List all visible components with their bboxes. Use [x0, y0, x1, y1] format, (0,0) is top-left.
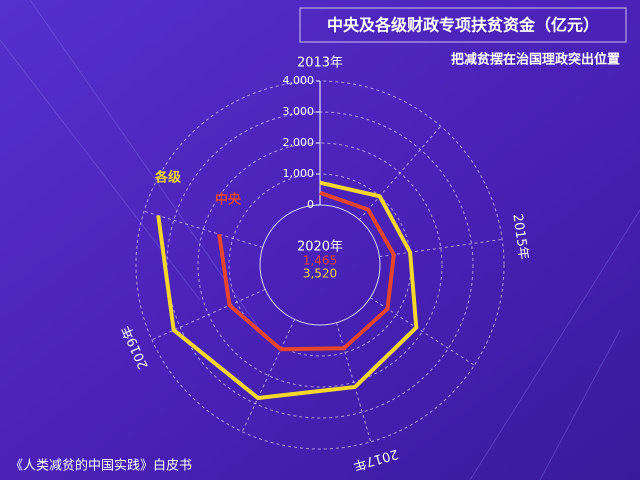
category-label: 2015年 [509, 213, 530, 261]
y-tick-label: 0 [307, 198, 314, 211]
subtitle: 把减贫摆在治国理政突出位置 [451, 52, 620, 68]
center-label: 2020年 [297, 240, 343, 255]
legend-label: 中央 [215, 192, 242, 208]
spoke [358, 125, 442, 221]
legend-label: 各级 [154, 170, 182, 186]
value-label: 1,465 [303, 254, 337, 268]
y-tick-label: 4,000 [283, 74, 315, 87]
spoke [379, 238, 503, 258]
chart-title: 中央及各级财政专项扶贫资金（亿元） [327, 16, 599, 35]
value-label: 3,520 [303, 267, 337, 281]
series-line [156, 180, 419, 401]
y-tick-label: 1,000 [283, 167, 315, 180]
source: 《人类减贫的中国实践》白皮书 [10, 458, 192, 474]
category-label: 2013年 [297, 56, 343, 71]
grid-circle [197, 142, 443, 388]
spoke [241, 319, 296, 432]
series-line [217, 190, 396, 352]
y-tick-label: 3,000 [283, 105, 315, 118]
spoke [336, 322, 372, 443]
spoke [143, 210, 263, 248]
title-box [299, 7, 627, 43]
spoke [151, 288, 266, 341]
y-tick-label: 2,000 [283, 136, 315, 149]
